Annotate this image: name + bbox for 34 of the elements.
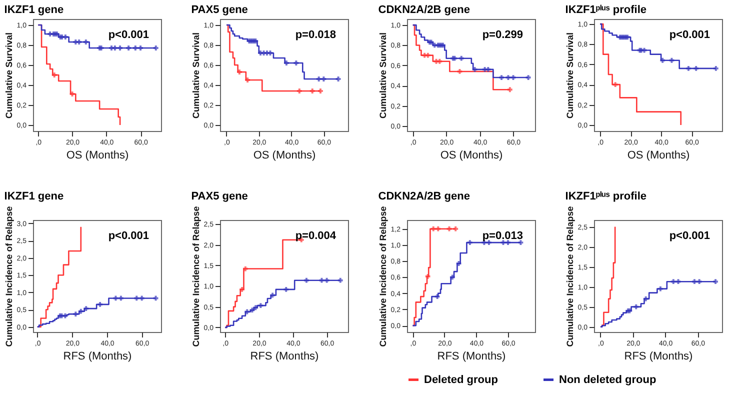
annotation: p=0.299 [482, 29, 523, 41]
x-axis-title: RFS (Months) [437, 350, 506, 362]
annotation: p<0.001 [669, 230, 710, 242]
annotation: p=0.004 [295, 230, 337, 242]
x-axis-title: OS (Months) [66, 150, 129, 162]
legend-label: Deleted group [424, 374, 498, 386]
legend-label: Non deleted group [559, 374, 656, 386]
x-axis-title: RFS (Months) [63, 350, 132, 362]
chart-title: IKZF1ᵖˡᵘˢ profile [565, 4, 647, 16]
annotation: p=0.013 [482, 230, 523, 242]
chart-title: PAX5 gene [191, 4, 248, 16]
annotation: p<0.001 [669, 29, 710, 41]
chart-title: IKZF1ᵖˡᵘˢ profile [565, 190, 647, 203]
x-axis-title: RFS (Months) [250, 350, 319, 362]
annotation: p<0.001 [108, 29, 149, 41]
y-axis-title: Cumulative Incidence of Relapse [4, 206, 14, 347]
annotation: p<0.001 [108, 230, 149, 242]
y-axis-title: Cumulative Incidence of Relapse [564, 206, 575, 347]
chart-title: CDKN2A/2B gene [378, 4, 470, 16]
x-axis-title: OS (Months) [627, 150, 690, 162]
chart-title: PAX5 gene [191, 190, 248, 203]
chart-title: IKZF1 gene [4, 190, 64, 203]
chart-title: IKZF1 gene [4, 4, 64, 16]
chart-title: CDKN2A/2B gene [378, 190, 470, 203]
y-axis-title: Cumulative Survival [564, 32, 575, 119]
y-axis-title: Cumulative Survival [378, 32, 388, 119]
annotation: p=0.018 [295, 29, 336, 41]
y-axis-title: Cumulative Incidence of Relapse [190, 206, 201, 347]
y-axis-title: Cumulative Survival [190, 32, 201, 119]
y-axis-title: Cumulative Incidence of Relapse [378, 206, 388, 347]
x-axis-title: RFS (Months) [624, 350, 693, 362]
x-axis-title: OS (Months) [440, 150, 503, 162]
x-axis-title: OS (Months) [253, 150, 316, 162]
y-axis-title: Cumulative Survival [4, 32, 14, 119]
